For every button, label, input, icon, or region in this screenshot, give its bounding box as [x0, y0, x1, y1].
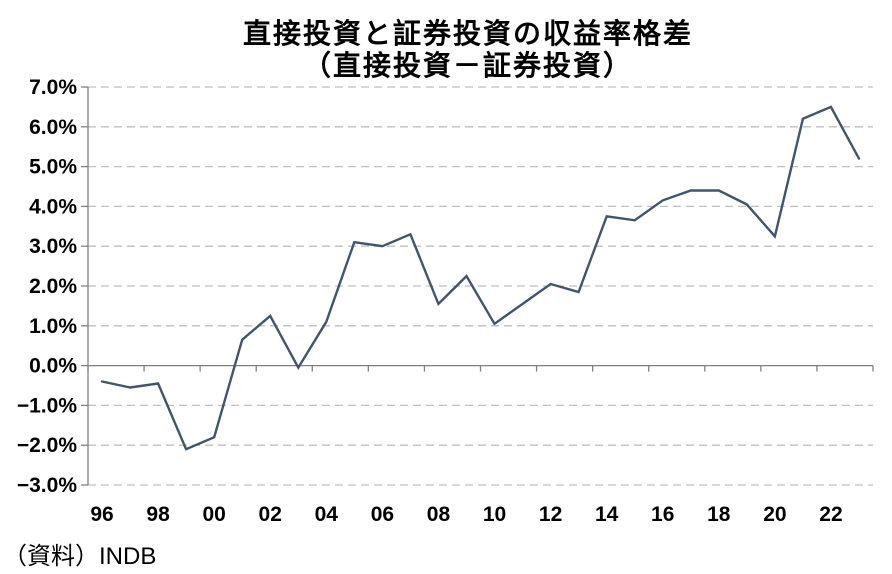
source-note: （資料）INDB — [3, 543, 157, 570]
x-tick-label: 12 — [539, 503, 562, 526]
y-tick-label: 3.0% — [29, 235, 77, 258]
chart-title: 直接投資と証券投資の収益率格差 — [242, 18, 693, 49]
x-tick-label: 16 — [651, 503, 674, 526]
x-tick-label: 04 — [315, 503, 339, 526]
y-tick-label: 4.0% — [29, 195, 77, 218]
y-tick-label: 0.0% — [29, 355, 77, 378]
x-tick-label: 14 — [595, 503, 619, 526]
data-series-line — [100, 105, 861, 451]
y-tick-label: 5.0% — [29, 156, 77, 179]
x-tick-label: 10 — [483, 503, 506, 526]
x-tick-label: 18 — [707, 503, 731, 526]
x-tick-label: 22 — [819, 503, 842, 526]
y-tick-label: 1.0% — [29, 315, 77, 338]
y-tick-label: −2.0% — [17, 434, 77, 457]
chart-subtitle: （直接投資－証券投資） — [302, 50, 633, 81]
x-tick-label: 00 — [202, 503, 225, 526]
y-tick-label: 6.0% — [29, 116, 77, 139]
x-tick-label: 96 — [90, 503, 113, 526]
y-tick-label: −3.0% — [17, 474, 77, 497]
x-tick-label: 06 — [371, 503, 394, 526]
y-tick-label: −1.0% — [17, 394, 77, 417]
x-tick-label: 08 — [427, 503, 451, 526]
x-tick-label: 20 — [763, 503, 786, 526]
y-tick-label: 2.0% — [29, 275, 77, 298]
x-tick-label: 98 — [146, 503, 170, 526]
y-tick-label: 7.0% — [29, 76, 77, 99]
x-tick-label: 02 — [259, 503, 282, 526]
